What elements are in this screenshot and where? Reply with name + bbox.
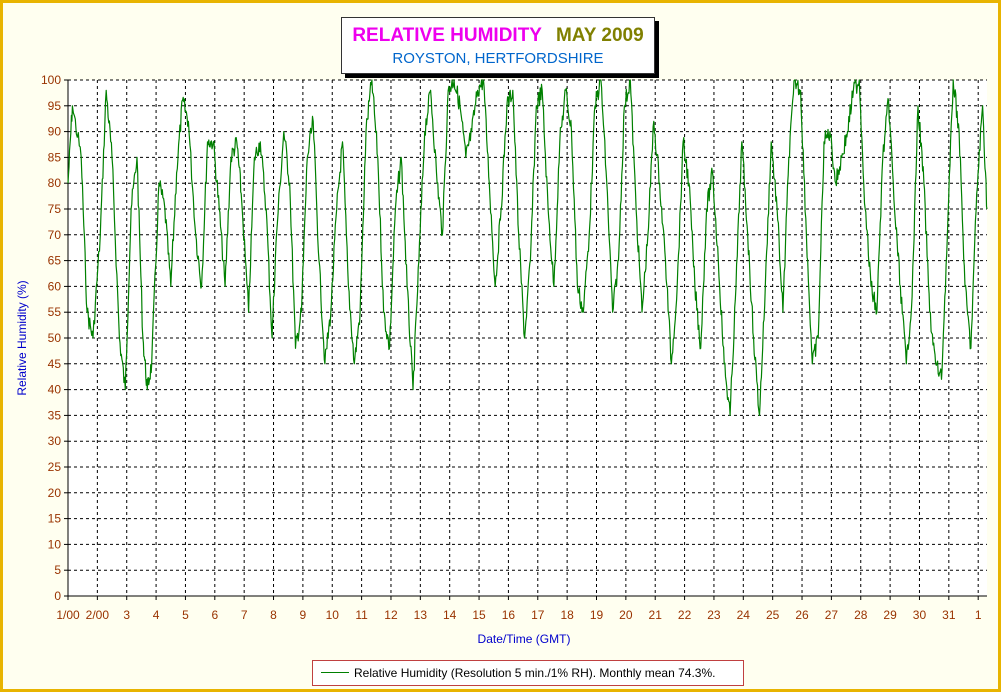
x-tick-label: 24 xyxy=(737,608,751,622)
x-tick-label: 5 xyxy=(182,608,189,622)
x-tick-label: 12 xyxy=(384,608,398,622)
chart-subtitle: ROYSTON, HERTFORDSHIRE xyxy=(392,50,604,67)
y-tick-label: 60 xyxy=(48,279,62,293)
y-tick-label: 15 xyxy=(48,512,62,526)
y-tick-label: 55 xyxy=(48,305,62,319)
x-tick-label: 1/00 xyxy=(56,608,80,622)
x-tick-label: 18 xyxy=(560,608,574,622)
x-tick-label: 7 xyxy=(241,608,248,622)
x-tick-label: 17 xyxy=(531,608,545,622)
x-tick-label: 27 xyxy=(825,608,839,622)
x-tick-label: 2/00 xyxy=(86,608,110,622)
x-tick-label: 15 xyxy=(472,608,486,622)
x-tick-label: 4 xyxy=(153,608,160,622)
legend-swatch xyxy=(321,672,349,673)
y-tick-label: 35 xyxy=(48,408,62,422)
y-tick-label: 95 xyxy=(48,99,62,113)
x-tick-label: 8 xyxy=(270,608,277,622)
y-tick-label: 45 xyxy=(48,357,62,371)
y-tick-label: 100 xyxy=(41,73,61,87)
y-tick-label: 10 xyxy=(48,537,62,551)
x-tick-label: 3 xyxy=(123,608,130,622)
x-tick-label: 25 xyxy=(766,608,780,622)
chart-title: RELATIVE HUMIDITY xyxy=(352,25,542,46)
x-tick-label: 16 xyxy=(502,608,516,622)
y-axis-label: Relative Humidity (%) xyxy=(15,280,29,396)
x-tick-label: 22 xyxy=(678,608,692,622)
y-tick-label: 20 xyxy=(48,486,62,500)
x-tick-label: 30 xyxy=(913,608,927,622)
series-line xyxy=(67,79,988,416)
y-tick-label: 65 xyxy=(48,254,62,268)
x-tick-label: 29 xyxy=(883,608,897,622)
title-line: RELATIVE HUMIDITY MAY 2009 xyxy=(342,24,654,48)
x-tick-label: 6 xyxy=(211,608,218,622)
x-tick-label: 26 xyxy=(795,608,809,622)
legend-label: Relative Humidity (Resolution 5 min./1% … xyxy=(354,666,716,680)
y-tick-label: 0 xyxy=(54,589,61,603)
x-tick-label: 9 xyxy=(300,608,307,622)
x-tick-label: 20 xyxy=(619,608,633,622)
x-axis-label: Date/Time (GMT) xyxy=(477,632,571,646)
y-tick-label: 5 xyxy=(54,563,61,577)
y-tick-label: 75 xyxy=(48,202,62,216)
y-tick-label: 25 xyxy=(48,460,62,474)
y-tick-label: 30 xyxy=(48,434,62,448)
plot-area xyxy=(68,80,987,596)
y-tick-label: 90 xyxy=(48,125,62,139)
y-tick-label: 40 xyxy=(48,383,62,397)
x-tick-label: 14 xyxy=(443,608,457,622)
y-tick-label: 85 xyxy=(48,150,62,164)
x-tick-label: 13 xyxy=(414,608,428,622)
x-tick-label: 21 xyxy=(649,608,663,622)
x-tick-label: 19 xyxy=(590,608,604,622)
x-tick-label: 28 xyxy=(854,608,868,622)
series-group xyxy=(67,79,988,416)
y-tick-label: 70 xyxy=(48,228,62,242)
x-tick-label: 31 xyxy=(942,608,956,622)
x-tick-label: 11 xyxy=(355,608,368,622)
chart-month: MAY 2009 xyxy=(555,25,644,46)
title-box: RELATIVE HUMIDITY MAY 2009 ROYSTON, HERTF… xyxy=(341,17,655,74)
y-tick-label: 80 xyxy=(48,176,62,190)
x-tick-label: 1 xyxy=(975,608,982,622)
ticks: 0510152025303540455055606570758085909510… xyxy=(41,73,982,622)
x-tick-label: 23 xyxy=(707,608,721,622)
y-tick-label: 50 xyxy=(48,331,62,345)
legend: Relative Humidity (Resolution 5 min./1% … xyxy=(312,660,744,686)
grid xyxy=(68,79,987,596)
x-tick-label: 10 xyxy=(326,608,340,622)
